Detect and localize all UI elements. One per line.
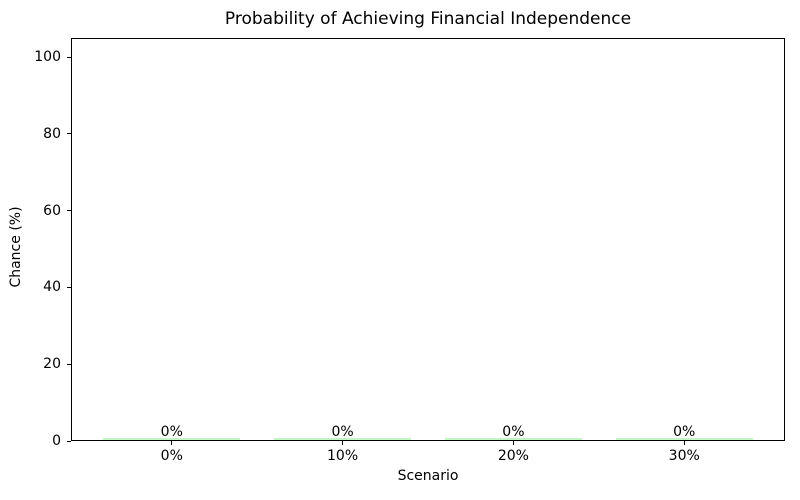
- y-tick-mark: [67, 440, 71, 442]
- x-tick-label: 0%: [160, 448, 183, 464]
- x-tick-label: 10%: [327, 448, 359, 464]
- bar: [103, 438, 241, 440]
- bar: [274, 438, 411, 440]
- x-tick-label: 30%: [668, 448, 700, 464]
- x-tick-mark: [342, 441, 344, 445]
- bar: [615, 438, 753, 440]
- y-tick-mark: [67, 363, 71, 365]
- x-tick-mark: [683, 441, 685, 445]
- bar-value-label: 0%: [331, 424, 354, 440]
- y-tick-label: 40: [43, 279, 61, 296]
- plot-area: [71, 38, 785, 441]
- bar: [445, 438, 582, 440]
- y-tick-label: 80: [43, 125, 61, 142]
- chart-title: Probability of Achieving Financial Indep…: [224, 9, 632, 29]
- bar-value-label: 0%: [502, 424, 525, 440]
- y-tick-mark: [67, 56, 71, 58]
- y-tick-label: 20: [43, 356, 61, 373]
- y-tick-mark: [67, 286, 71, 288]
- y-tick-mark: [67, 133, 71, 135]
- y-tick-label: 100: [34, 49, 61, 66]
- y-tick-label: 60: [43, 202, 61, 219]
- x-tick-mark: [512, 441, 514, 445]
- bar-value-label: 0%: [160, 424, 183, 440]
- x-tick-mark: [171, 441, 173, 445]
- y-tick-mark: [67, 210, 71, 212]
- x-tick-label: 20%: [497, 448, 529, 464]
- bar-value-label: 0%: [673, 424, 696, 440]
- y-tick-label: 0: [52, 433, 61, 449]
- x-axis-label: Scenario: [397, 468, 459, 484]
